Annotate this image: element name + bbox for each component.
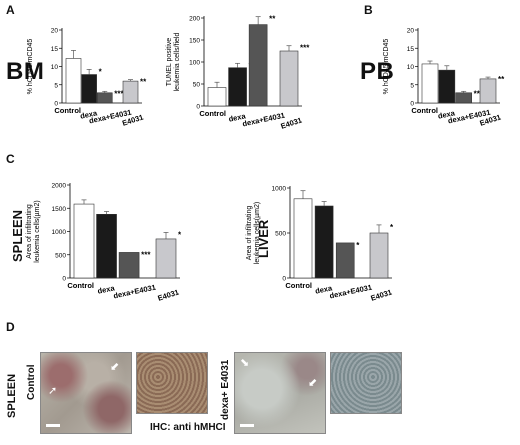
bm-tunel-y-tick-label: 50 <box>193 82 201 89</box>
liver-area-sig-3: * <box>390 223 394 232</box>
d-organ-label: SPLEEN <box>6 373 18 418</box>
ihc-caption: IHC: anti hMHCI <box>150 422 226 433</box>
liver-area-bar-3 <box>369 232 389 279</box>
bm-hcd45-y-tick-label: 10 <box>51 64 59 71</box>
pb-hcd45-bar-1 <box>438 69 456 104</box>
pb-hcd45-y-tick-label: 0 <box>410 101 414 108</box>
pb-hcd45-bar-0 <box>421 63 439 104</box>
pb-hcd45-y-tick-label: 5 <box>410 82 414 89</box>
spleen-area-category-3: E4031 <box>157 288 180 303</box>
spleen-area-y-tick-label: 2000 <box>52 183 67 190</box>
bm-hcd45-category-1: dexa <box>79 108 98 121</box>
liver-area-category-0: Control <box>285 281 312 290</box>
arrow-icon: ⬊ <box>240 357 250 369</box>
pb-hcd45-y-label: % hCD45/mCD45 <box>383 39 390 95</box>
spleen-area-sig-3: * <box>178 230 182 239</box>
liver-area-y-tick-label: 1000 <box>272 186 287 193</box>
bm-tunel-y-label: TUNEL positiveleukemia cells/field <box>166 33 181 92</box>
panel-letter-d: D <box>6 320 15 334</box>
bm-tunel-sig-2: ** <box>269 15 276 24</box>
bm-hcd45-sig-3: ** <box>140 78 147 87</box>
bm-tunel-y-tick-label: 0 <box>196 104 200 111</box>
bm-tunel-bar-0 <box>207 87 227 107</box>
bm-hcd45-category-0: Control <box>54 106 81 115</box>
spleen-area-y-tick-label: 500 <box>55 252 66 259</box>
bm-hcd45-bar-1 <box>81 74 97 104</box>
spleen-area-y-tick-label: 1500 <box>52 206 67 213</box>
liver-area-y-tick-label: 0 <box>282 276 286 283</box>
pb-hcd45-bar-2 <box>455 92 472 104</box>
bm-tunel-category-0: Control <box>199 109 226 118</box>
bm-hcd45-y-tick-label: 5 <box>54 82 58 89</box>
pb-hcd45-sig-3: ** <box>498 75 505 84</box>
arrow-icon: ➚ <box>48 385 58 397</box>
spleen-area-bar-0 <box>73 203 95 279</box>
scale-bar <box>46 424 60 427</box>
bm-tunel-bar-2 <box>248 24 268 107</box>
bm-tunel-category-1: dexa <box>228 111 247 124</box>
bm-hcd45-y-tick-label: 15 <box>51 46 59 53</box>
pb-hcd45-y-tick-label: 20 <box>407 28 415 35</box>
panel-letter-a: A <box>6 3 15 17</box>
bm-hcd45-sig-1: * <box>99 67 103 76</box>
spleen-area-category-1: dexa <box>97 283 116 296</box>
bm-tunel-y-tick-label: 100 <box>189 60 200 67</box>
liver-area-category-2: dexa+E4031 <box>329 283 373 301</box>
spleen-area-bar-1 <box>96 213 117 279</box>
liver-area-sig-2: * <box>356 241 360 250</box>
pb-hcd45-y-tick-label: 15 <box>407 46 415 53</box>
spleen-area-y-tick-label: 1000 <box>52 229 67 236</box>
liver-area-y-label: Area of infiltratingleukemia cells(µm2) <box>246 202 261 264</box>
liver-area-bar-1 <box>314 205 334 279</box>
liver-area-category-1: dexa <box>314 283 333 296</box>
panel-letter-c: C <box>6 152 15 166</box>
spleen-area-sig-2: *** <box>141 250 151 259</box>
pb-hcd45-category-0: Control <box>411 106 438 115</box>
bm-hcd45-y-tick-label: 0 <box>54 101 58 108</box>
spleen-area-bar-3 <box>155 238 177 279</box>
pb-hcd45-y-tick-label: 10 <box>407 64 415 71</box>
spleen-treated-inset <box>330 352 402 414</box>
bm-hcd45-y-tick-label: 20 <box>51 28 59 35</box>
spleen-treated-micrograph <box>234 352 326 434</box>
bm-hcd45-y-label: % hCD45/mCD45 <box>27 39 34 95</box>
spleen-area-category-2: dexa+E4031 <box>113 283 157 301</box>
bm-hcd45-sig-2: *** <box>114 89 124 98</box>
pb-hcd45-category-1: dexa <box>437 108 456 121</box>
bm-tunel-y-tick-label: 150 <box>189 38 200 45</box>
bm-tunel-bar-1 <box>228 67 247 107</box>
spleen-area-y-label: Area of infiltratingleukemia cells(µm2) <box>26 200 41 262</box>
liver-area-y-tick-label: 500 <box>275 231 286 238</box>
liver-area-bar-0 <box>293 198 313 279</box>
spleen-area-bar-2 <box>118 252 140 279</box>
bm-tunel-bar-3 <box>279 50 299 107</box>
arrow-icon: ⬋ <box>110 361 120 373</box>
pb-hcd45-bar-3 <box>479 78 497 104</box>
bm-tag: BM <box>6 58 45 85</box>
d-sample-treated: dexa+ E4031 <box>220 359 231 420</box>
d-sample-control: Control <box>26 364 37 400</box>
bm-tunel-y-tick-label: 200 <box>189 16 200 23</box>
bm-hcd45-bar-2 <box>96 92 113 104</box>
pb-tag: PB <box>360 58 395 85</box>
bm-hcd45-bar-3 <box>122 80 139 104</box>
scale-bar <box>240 424 254 427</box>
bm-tunel-category-2: dexa+E4031 <box>242 111 286 129</box>
bm-hcd45-bar-0 <box>65 58 82 104</box>
bm-tunel-sig-3: *** <box>300 44 310 53</box>
arrow-icon: ⬋ <box>308 377 318 389</box>
pb-hcd45-sig-2: ** <box>474 89 481 98</box>
panel-letter-b: B <box>364 3 373 17</box>
spleen-control-inset <box>136 352 208 414</box>
liver-area-category-3: E4031 <box>370 288 393 303</box>
spleen-area-y-tick-label: 0 <box>62 276 66 283</box>
spleen-control-micrograph <box>40 352 132 434</box>
spleen-area-category-0: Control <box>67 281 94 290</box>
liver-area-bar-2 <box>335 242 355 279</box>
